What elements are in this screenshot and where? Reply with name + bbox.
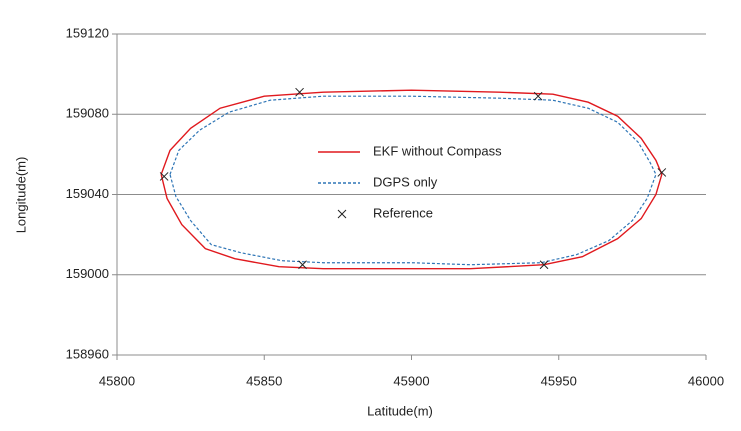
x-tick-label: 45850: [246, 373, 282, 388]
marker: [539, 260, 549, 270]
marker: [298, 260, 307, 270]
y-axis-title: Longitude(m): [13, 157, 28, 234]
marker: [159, 172, 169, 181]
marker: [295, 87, 304, 97]
y-tick-label: 159080: [66, 106, 109, 121]
x-axis-title: Latitude(m): [367, 403, 433, 418]
x-tick-label: 45800: [99, 373, 135, 388]
legend-swatch: [337, 209, 347, 219]
series-line: [160, 89, 663, 270]
marker: [533, 91, 543, 101]
x-tick-label: 45950: [541, 373, 577, 388]
series-line: [169, 95, 657, 266]
marker: [657, 168, 667, 177]
y-tick-label: 159120: [66, 25, 109, 40]
legend-label: DGPS only: [373, 174, 438, 189]
x-tick-label: 46000: [688, 373, 724, 388]
x-tick-label: 45900: [393, 373, 429, 388]
y-tick-label: 158960: [66, 346, 109, 361]
legend-label: EKF without Compass: [373, 143, 502, 158]
y-tick-label: 159040: [66, 186, 109, 201]
y-tick-label: 159000: [66, 266, 109, 281]
legend-label: Reference: [373, 205, 433, 220]
